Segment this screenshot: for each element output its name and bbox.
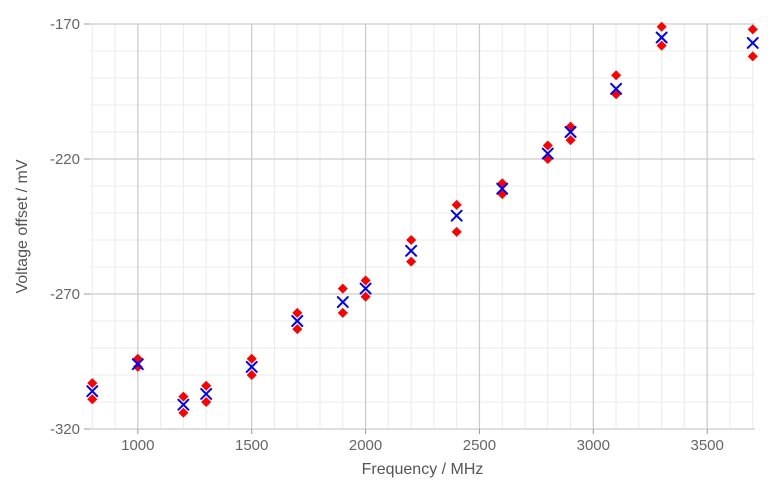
point-diamond bbox=[565, 135, 576, 146]
point-x bbox=[405, 244, 418, 257]
y-tick-label: -320 bbox=[50, 421, 80, 438]
point-x bbox=[359, 282, 372, 295]
point-diamond bbox=[656, 40, 667, 51]
point-x-stroke bbox=[496, 182, 509, 195]
point-diamond bbox=[246, 353, 257, 364]
x-tick-label: 1500 bbox=[235, 437, 268, 454]
point-x-stroke bbox=[610, 82, 623, 95]
point-x-stroke bbox=[541, 147, 554, 160]
y-axis-ticks: -170 -220 -270 -320 bbox=[50, 16, 90, 438]
point-diamond bbox=[201, 397, 212, 407]
point-x-stroke bbox=[177, 398, 190, 411]
point-diamond bbox=[542, 154, 553, 164]
point-diamond bbox=[565, 121, 576, 132]
point-diamond bbox=[246, 370, 257, 380]
point-x bbox=[496, 182, 509, 195]
x-tick-label: 3000 bbox=[577, 437, 610, 454]
point-x-stroke bbox=[564, 126, 577, 138]
point-x bbox=[610, 82, 623, 95]
point-diamond bbox=[611, 89, 622, 100]
point-x bbox=[131, 358, 144, 371]
point-diamond bbox=[656, 21, 667, 32]
point-diamond bbox=[406, 256, 417, 267]
point-diamond bbox=[406, 235, 417, 245]
x-tick-label: 3500 bbox=[690, 437, 723, 454]
y-tick-label: -220 bbox=[50, 151, 80, 168]
major-gridlines bbox=[90, 23, 755, 430]
point-diamond bbox=[87, 378, 98, 389]
point-x bbox=[564, 126, 577, 138]
point-x bbox=[200, 387, 213, 400]
point-x bbox=[655, 31, 668, 44]
point-diamond bbox=[292, 307, 303, 318]
data-points bbox=[86, 21, 759, 418]
point-x bbox=[86, 385, 99, 398]
point-diamond bbox=[337, 283, 348, 294]
point-x bbox=[336, 296, 349, 309]
x-tick-label: 1000 bbox=[121, 437, 154, 454]
point-x-stroke bbox=[336, 296, 349, 309]
minor-gridlines bbox=[90, 24, 755, 429]
point-x-stroke bbox=[405, 244, 418, 257]
point-x-stroke bbox=[86, 385, 99, 398]
point-x bbox=[245, 360, 258, 373]
point-x-stroke bbox=[450, 209, 463, 222]
point-x-stroke bbox=[131, 358, 144, 371]
point-diamond bbox=[360, 291, 371, 302]
point-x-stroke bbox=[359, 282, 372, 295]
point-x-stroke bbox=[291, 315, 304, 327]
point-x bbox=[541, 147, 554, 160]
point-x-stroke bbox=[200, 387, 213, 400]
point-diamond bbox=[87, 394, 98, 405]
point-diamond bbox=[201, 380, 212, 391]
y-tick-label: -170 bbox=[50, 16, 80, 33]
point-diamond bbox=[292, 324, 303, 335]
point-diamond bbox=[747, 51, 758, 62]
x-tick-label: 2500 bbox=[463, 437, 496, 454]
point-diamond bbox=[451, 199, 462, 210]
point-diamond bbox=[132, 361, 143, 372]
point-x bbox=[177, 398, 190, 411]
point-x-stroke bbox=[245, 360, 258, 373]
point-x-stroke bbox=[655, 31, 668, 44]
point-x bbox=[450, 209, 463, 222]
point-diamond bbox=[178, 407, 189, 418]
point-diamond bbox=[611, 70, 622, 81]
point-x-stroke bbox=[746, 36, 759, 49]
x-axis-label: Frequency / MHz bbox=[362, 461, 484, 478]
point-diamond bbox=[451, 226, 462, 237]
y-tick-label: -270 bbox=[50, 286, 80, 303]
point-diamond bbox=[497, 189, 508, 200]
point-diamond bbox=[747, 24, 758, 35]
y-axis-label: Voltage offset / mV bbox=[14, 159, 31, 293]
point-x bbox=[291, 315, 304, 327]
point-diamond bbox=[178, 391, 189, 402]
point-diamond bbox=[360, 275, 371, 286]
point-x bbox=[746, 36, 759, 49]
point-diamond bbox=[497, 178, 508, 189]
x-tick-label: 2000 bbox=[349, 437, 382, 454]
point-diamond bbox=[542, 140, 553, 151]
point-diamond bbox=[337, 307, 348, 318]
x-axis-ticks: 1000 1500 2000 2500 3000 3500 bbox=[121, 429, 724, 454]
